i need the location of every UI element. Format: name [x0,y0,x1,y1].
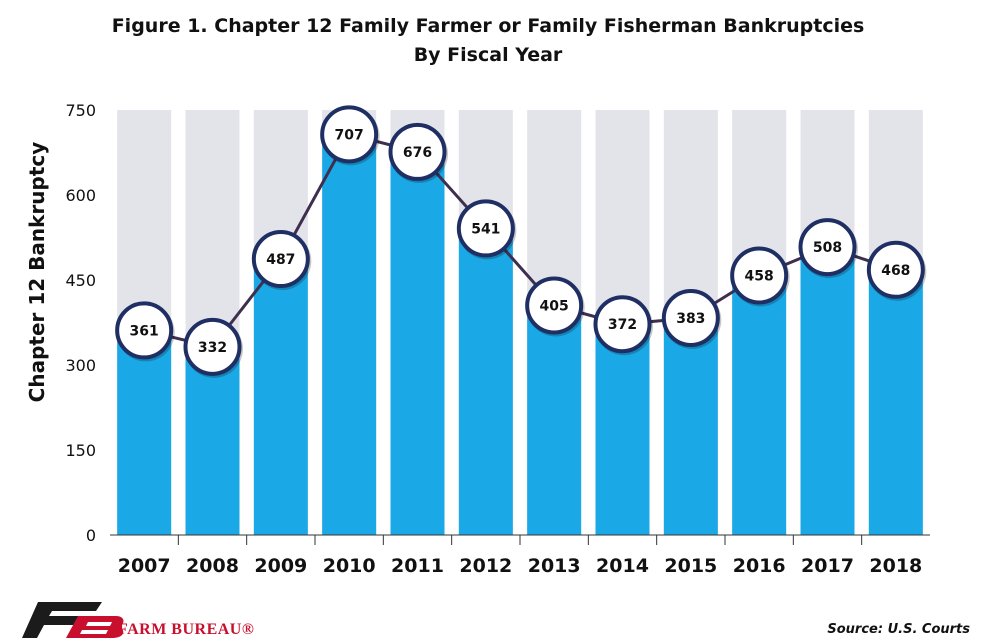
chart-title-line2: By Fiscal Year [414,44,563,66]
x-tick-label-2011: 2011 [391,555,444,577]
y-tick-label-150: 150 [65,441,96,460]
y-tick-group: 0 150 300 450 600 750 [65,101,96,545]
data-label-2008: 332 [198,340,227,356]
bar-2014 [595,324,650,535]
y-axis-label: Chapter 12 Bankruptcy [25,142,49,403]
data-label-2011: 676 [403,145,432,161]
y-tick-label-750: 750 [65,101,96,120]
bar-2015 [663,317,718,535]
marker-circle [661,288,720,347]
data-point-2013: 405 [525,276,585,337]
bar-2013 [527,305,582,535]
marker-circle [525,276,584,335]
x-tick-label-2010: 2010 [323,555,376,577]
x-tick-label-2018: 2018 [869,555,922,577]
bar-2007 [117,330,172,535]
data-label-2010: 707 [335,127,364,143]
y-tick-label-600: 600 [65,186,96,205]
marker-circle [251,230,310,289]
data-label-2018: 468 [881,263,910,279]
x-tick-label-2013: 2013 [528,555,581,577]
bar-2011 [390,151,445,535]
data-point-2018: 468 [866,240,927,301]
marker-circle [730,246,789,305]
data-label-2012: 541 [471,221,500,237]
bar-2010 [322,134,377,535]
x-tick-label-2009: 2009 [254,555,307,577]
x-tick-label-2012: 2012 [459,555,512,577]
marker-group: 361 332 487 707 676 541 405 372 383 458 508 468 [115,105,927,378]
marker-circle [798,218,857,277]
data-label-2009: 487 [266,252,295,268]
data-point-2009: 487 [251,230,312,291]
bar-2018 [868,269,923,535]
x-tick-label-2016: 2016 [733,555,786,577]
x-tick-label-2014: 2014 [596,555,649,577]
marker-circle [866,240,925,299]
bar-2012 [458,228,513,535]
data-point-2010: 707 [320,105,380,166]
bar-2017 [800,247,855,535]
x-tick-label-2015: 2015 [664,555,717,577]
data-label-2007: 361 [130,323,159,339]
marker-circle [456,199,515,258]
data-point-2012: 541 [456,199,517,260]
bar-2009 [253,259,308,535]
chart-title-line1: Figure 1. Chapter 12 Family Farmer or Fa… [112,15,865,37]
data-label-2013: 405 [540,299,569,315]
marker-circle [388,122,447,181]
x-tick-group: 2007 2008 2009 2010 2011 2012 2013 2014 2015 2016… [118,535,922,577]
bar-group [117,134,923,535]
data-point-2015: 383 [661,288,722,349]
data-label-2014: 372 [608,317,637,333]
x-tick-label-2017: 2017 [801,555,854,577]
data-point-2008: 332 [183,317,243,378]
x-tick-label-2008: 2008 [186,555,239,577]
data-label-2015: 383 [676,311,705,327]
bar-2008 [185,346,240,535]
brand-name: FARM BUREAU® [118,621,254,638]
data-point-2011: 676 [388,122,448,183]
data-point-2017: 508 [798,218,858,279]
y-tick-label-300: 300 [65,356,96,375]
y-tick-label-0: 0 [86,526,96,545]
farm-bureau-logo [22,602,124,638]
marker-circle [183,317,242,376]
data-point-2014: 372 [593,295,653,356]
y-tick-label-450: 450 [65,271,96,290]
bar-2016 [732,275,787,535]
data-point-2007: 361 [115,301,175,362]
marker-circle [115,301,174,360]
marker-circle [593,295,652,354]
source-note: Source: U.S. Courts [827,622,970,637]
marker-circle [320,105,379,164]
data-label-2016: 458 [745,268,774,284]
x-tick-label-2007: 2007 [118,555,171,577]
data-label-2017: 508 [813,240,842,256]
data-point-2016: 458 [730,246,790,307]
